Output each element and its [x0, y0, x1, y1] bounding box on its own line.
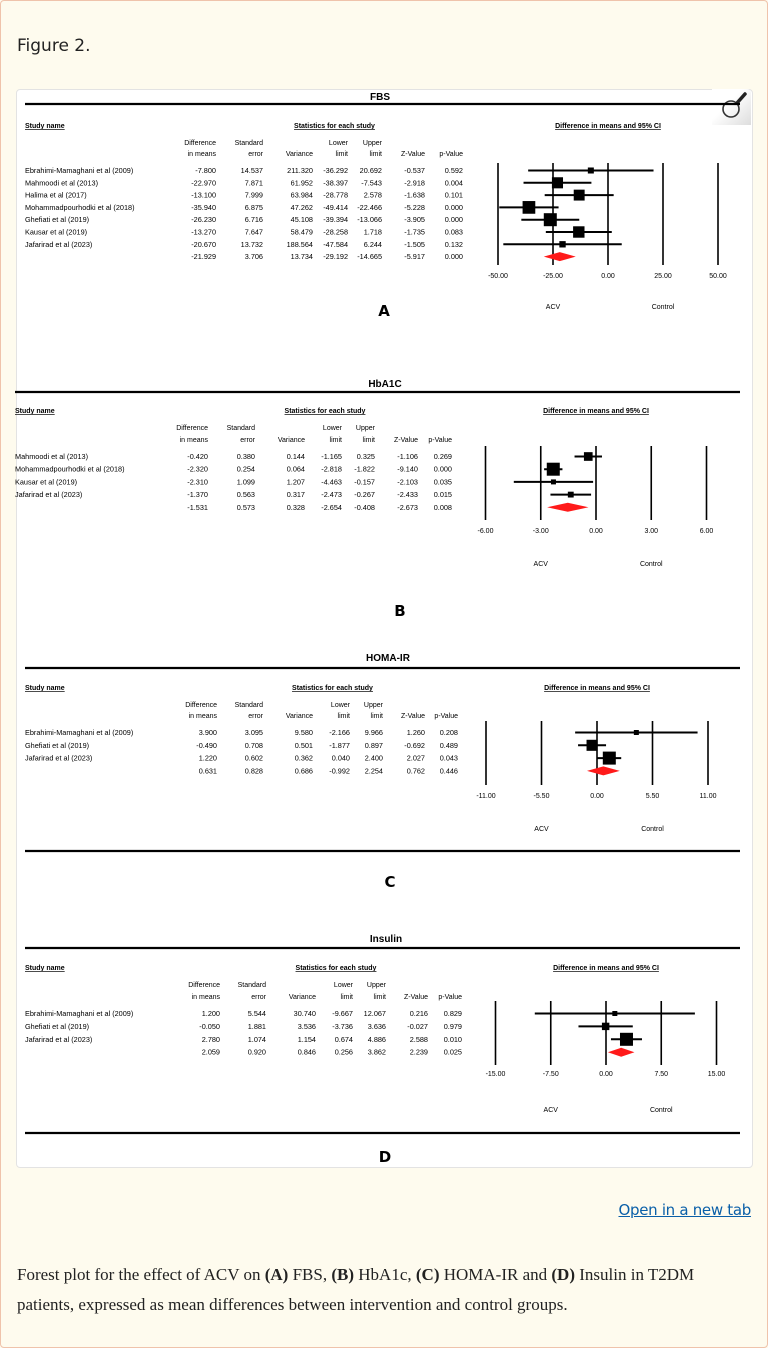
- caption-text: Forest plot for the effect of ACV on: [17, 1265, 265, 1284]
- caption-ref-c: (C): [415, 1265, 440, 1284]
- caption-text: FBS,: [288, 1265, 332, 1284]
- figure-image-panel[interactable]: [16, 89, 753, 1168]
- magnifier-icon: [722, 92, 747, 118]
- caption-ref-a: (A): [264, 1265, 289, 1284]
- caption-ref-d: (D): [551, 1265, 575, 1284]
- zoom-button[interactable]: [712, 89, 751, 125]
- figure-label: Figure 2.: [17, 36, 91, 56]
- figure-caption: Forest plot for the effect of ACV on (A)…: [17, 1260, 752, 1320]
- caption-ref-b: (B): [331, 1265, 355, 1284]
- caption-text: Insulin in T2DM patients, expressed as m…: [17, 1265, 695, 1314]
- open-in-new-tab-link[interactable]: Open in a new tab: [618, 1201, 751, 1219]
- caption-text: HOMA-IR and: [439, 1265, 552, 1284]
- caption-text: HbA1c,: [354, 1265, 416, 1284]
